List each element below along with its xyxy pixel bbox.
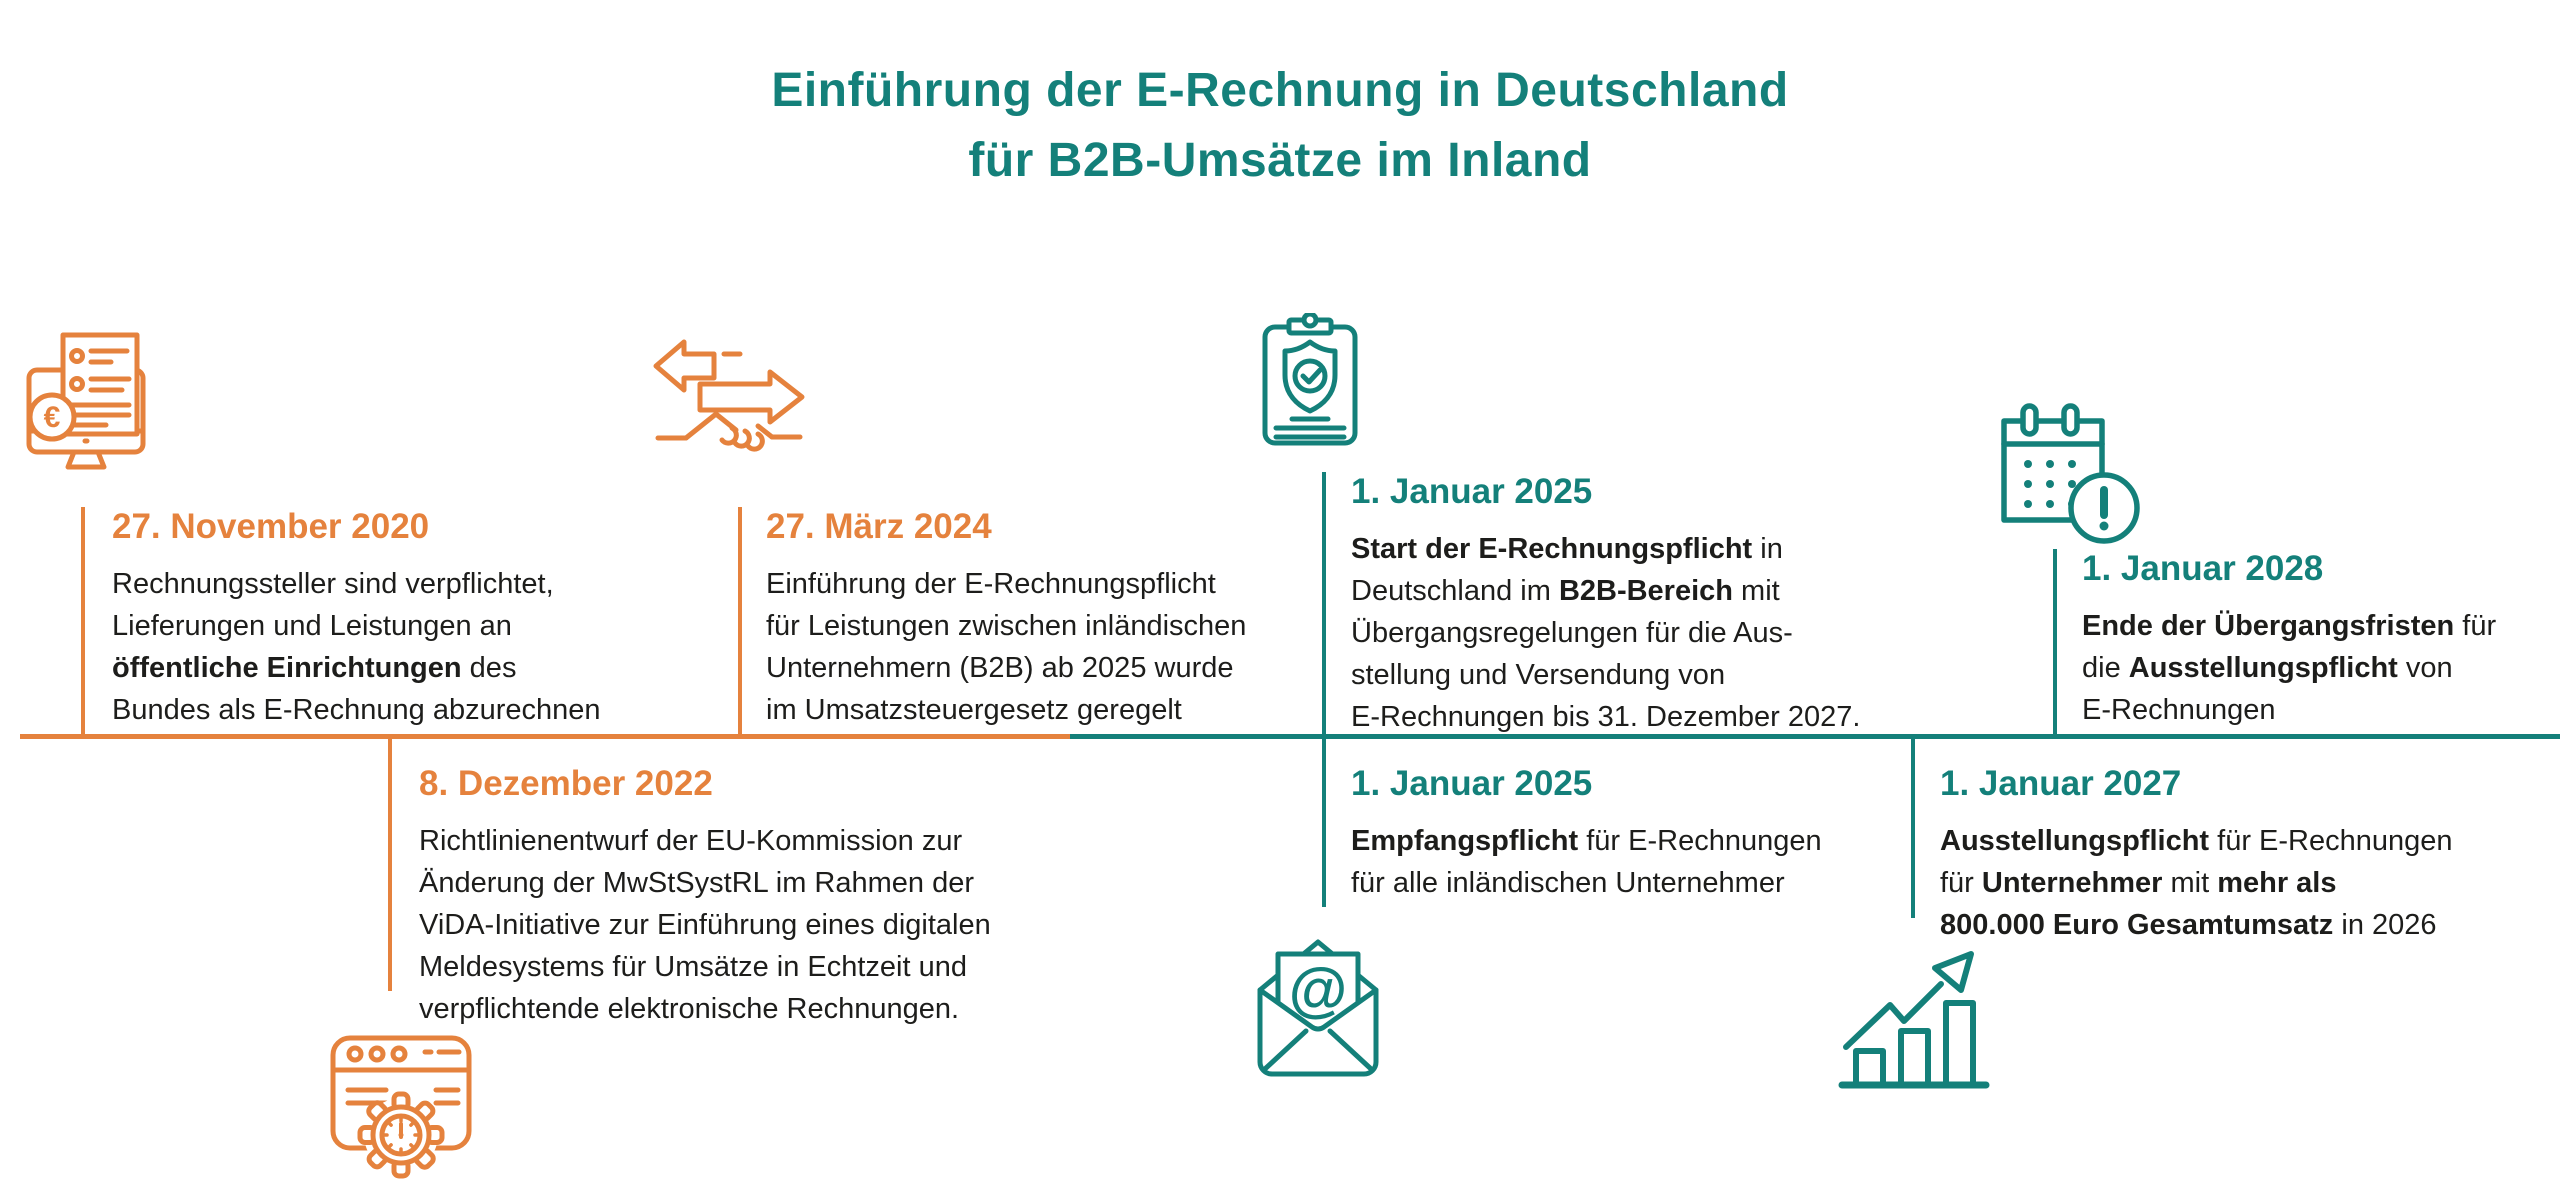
clipboard-shield-check-icon [1262,313,1358,447]
connector-2027-01-01 [1911,739,1915,918]
connector-2020-11-27 [81,507,85,734]
entry-date: 1. Januar 2025 [1351,472,1593,511]
entry-text: Start der E-Rechnungspflicht in Deutschla… [1351,533,1861,733]
entry-text: Ausstellungspflicht für E-Rechnungen für … [1940,825,2453,941]
connector-2028-01-01 [2053,549,2057,734]
timeline-entry-2028-01-01: 1. Januar 2028 Ende der Übergangsfristen… [2082,549,2496,731]
entry-date: 1. Januar 2027 [1940,764,2182,803]
entry-date: 27. November 2020 [112,507,430,546]
timeline-entry-2025-01-01-empfang: 1. Januar 2025 Empfangspflicht für E-Rec… [1351,764,1822,904]
entry-text: Ende der Übergangsfristen für die Ausstel… [2082,610,2497,726]
timeline-entry-2024-03-27: 27. März 2024 Einführung der E-Rechnungs… [766,507,1246,731]
entry-date: 1. Januar 2025 [1351,764,1593,803]
connector-2025-01-01 [1322,472,1326,907]
calendar-alert-icon [1998,400,2140,548]
entry-text: Einführung der E-Rechnungspflicht für Lei… [766,568,1247,726]
page-title: Einführung der E-Rechnung in Deutschland… [0,56,2560,196]
svg-text:€: € [44,401,61,434]
entry-date: 1. Januar 2028 [2082,549,2324,588]
browser-gear-icon [328,1028,474,1182]
timeline-entry-2020-11-27: 27. November 2020 Rechnungssteller sind … [112,507,601,731]
entry-text: Empfangspflicht für E-Rechnungen für alle… [1351,825,1822,899]
timeline-axis-orange-segment [20,734,1070,739]
svg-text:@: @ [1289,956,1348,1023]
entry-date: 8. Dezember 2022 [419,764,713,803]
timeline-entry-2027-01-01: 1. Januar 2027 Ausstellungspflicht für E… [1940,764,2453,946]
entry-text: Rechnungssteller sind verpflichtet, Liefe… [112,568,601,726]
connector-2022-12-08 [388,739,392,991]
growth-chart-icon [1838,946,1990,1092]
timeline-axis-teal-segment [1070,734,2560,739]
handshake-arrows-icon [650,338,808,466]
envelope-at-icon: @ [1248,930,1388,1082]
timeline-entry-2022-12-08: 8. Dezember 2022 Richtlinienentwurf der … [419,764,991,1030]
entry-date: 27. März 2024 [766,507,992,546]
invoice-monitor-icon: € [25,330,155,472]
title-line-1: Einführung der E-Rechnung in Deutschland [771,64,1789,117]
entry-text: Richtlinienentwurf der EU-Kommission zur… [419,825,991,1025]
connector-2024-03-27 [738,507,742,734]
timeline-entry-2025-01-01-start: 1. Januar 2025 Start der E-Rechnungspfli… [1351,472,1860,738]
title-line-2: für B2B-Umsätze im Inland [968,134,1592,187]
